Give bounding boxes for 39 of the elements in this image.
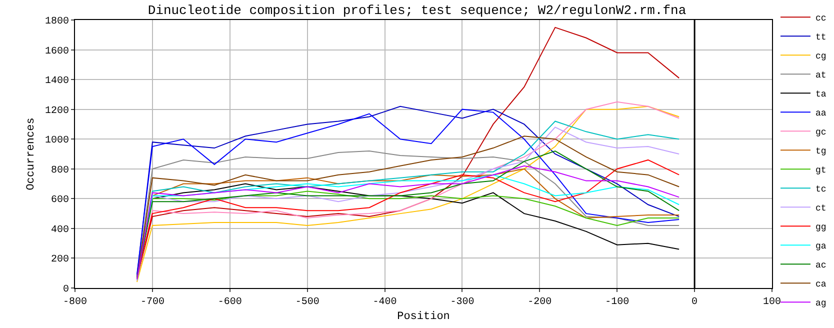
legend-label: aa (815, 108, 827, 119)
y-tick-label: 800 (50, 165, 69, 176)
x-tick-label: -200 (528, 297, 552, 308)
legend-label: ct (815, 204, 826, 214)
x-tick-label: -600 (218, 297, 242, 308)
y-tick-label: 1400 (44, 76, 69, 88)
x-tick-label: 100 (762, 297, 782, 308)
legend-label: tc (815, 184, 826, 195)
legend-label: ag (815, 298, 826, 309)
legend-label: gg (815, 222, 826, 233)
chart-title: Dinucleotide composition profiles; test sequence; W2/regulonW2.rm.fna (148, 3, 686, 18)
legend-label: gc (815, 128, 826, 138)
y-tick-label: 1600 (44, 46, 69, 58)
legend-label: ga (815, 242, 827, 252)
y-tick-label: 1200 (44, 106, 69, 117)
x-tick-label: -500 (295, 297, 320, 308)
x-tick-label: -300 (450, 297, 474, 308)
legend-label: cg (815, 52, 826, 62)
x-tick-label: -100 (605, 297, 630, 308)
y-tick-label: 1800 (44, 16, 69, 28)
x-axis-title: Position (397, 311, 450, 324)
y-tick-label: 600 (50, 195, 69, 206)
legend-label: at (815, 70, 826, 81)
x-tick-label: -400 (372, 297, 397, 308)
legend-label: tt (815, 32, 826, 43)
y-tick-label: 400 (50, 224, 69, 236)
legend-label: ac (815, 260, 826, 271)
legend-label: ca (815, 280, 827, 290)
legend-label: gt (815, 166, 826, 176)
x-tick-label: -800 (62, 297, 88, 308)
x-tick-label: 0 (692, 297, 698, 308)
legend-label: ta (815, 90, 827, 100)
x-tick-label: -700 (140, 297, 164, 308)
y-tick-label: 200 (50, 254, 69, 266)
y-tick-label: 1000 (44, 136, 69, 147)
y-axis-title: Occurrences (26, 118, 38, 190)
legend-label: cc (815, 14, 826, 24)
legend-label: tg (815, 146, 826, 157)
y-tick-label: 0 (62, 284, 69, 296)
